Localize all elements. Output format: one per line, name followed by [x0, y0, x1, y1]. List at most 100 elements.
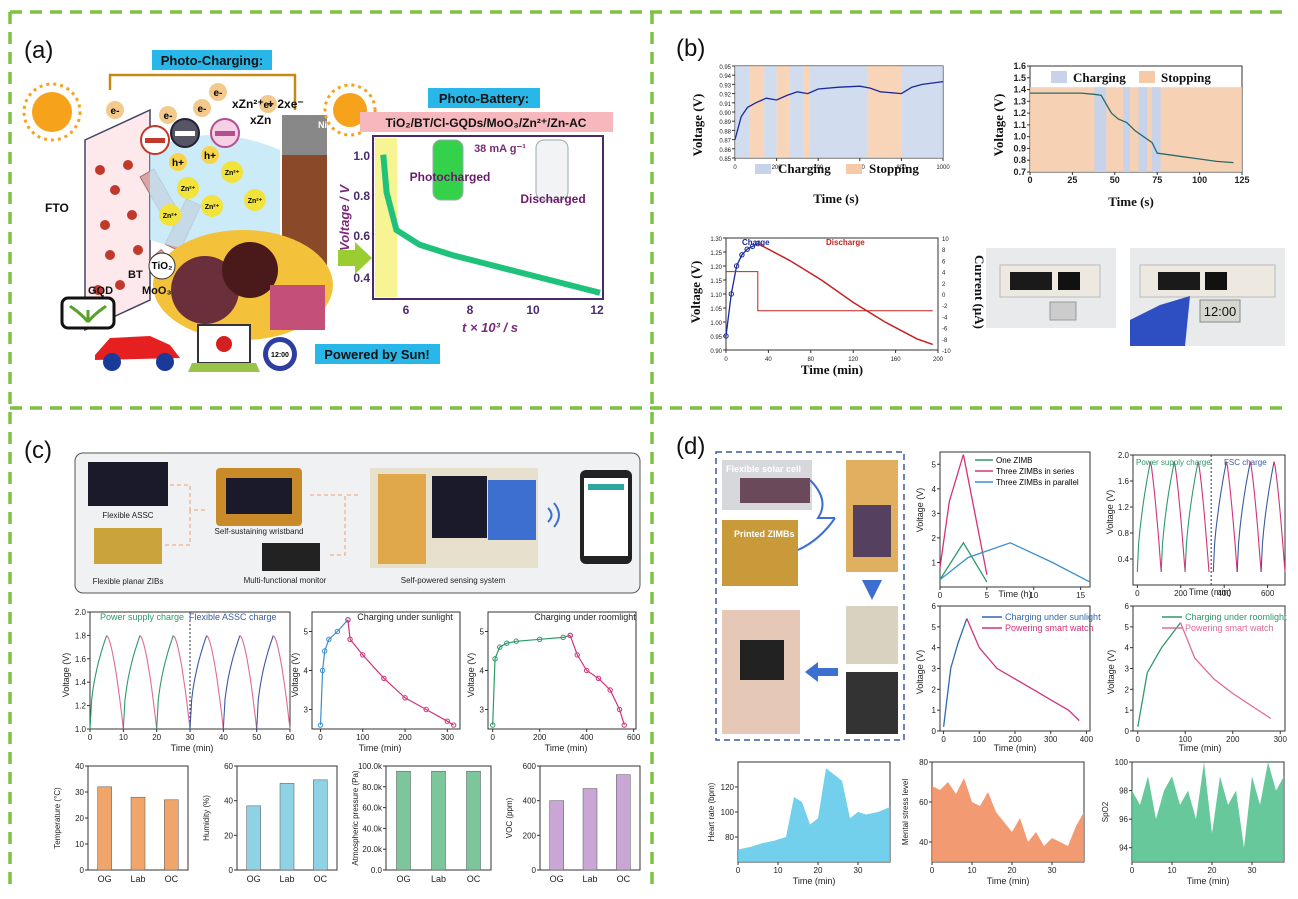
b-chart-1: 020040060080010000.850.860.870.880.890.9… [719, 65, 950, 171]
c-bar-voc: 0 200 400 600 OG Lab OC VOC (ppm) [505, 762, 641, 884]
svg-text:Three ZIMBs in parallel: Three ZIMBs in parallel [996, 478, 1079, 487]
b2-xtick-label: 100 [1192, 175, 1207, 185]
a-current-label: 38 mA g⁻¹ [474, 143, 526, 155]
c3-title: Charging under roomlight [534, 612, 636, 622]
d4-watch-line [1179, 622, 1272, 720]
d2-xlabel: Time (min) [1189, 587, 1232, 597]
c5-category-label: OG [247, 874, 261, 884]
b1-ytick-label: 0.94 [719, 74, 731, 80]
panel-label-c: (c) [24, 437, 52, 464]
b3-right-tick-label: 0 [942, 293, 946, 299]
b2-xtick-label: 0 [1027, 175, 1032, 185]
c3-frame [487, 611, 637, 730]
svg-text:Charging: Charging [778, 161, 831, 176]
c3-xtick-label: 400 [580, 733, 594, 742]
d1-legend: One ZIMB Three ZIMBs in series Three ZIM… [975, 456, 1079, 487]
b-chart-3: 0 40 80 120 160 2000.900.951.001.051.101.151.… [710, 237, 951, 363]
c2-charge-line [319, 619, 349, 726]
b1-band [809, 66, 869, 158]
band-diagram [140, 118, 240, 155]
d6-xtick-label: 30 [1048, 866, 1057, 875]
d6-ytick-label: 80 [919, 758, 928, 767]
c4-ytick-label: 20 [75, 814, 84, 823]
gqd-label: GQD [88, 285, 113, 297]
solar-cell-label: Flexible solar cell [726, 464, 801, 474]
c3-ylabel: Voltage (V) [466, 653, 476, 698]
b3-right-tick-label: -6 [942, 327, 948, 333]
d4-ytick-label: 3 [1125, 665, 1130, 674]
d4-xlabel: Time (min) [1179, 743, 1222, 753]
svg-text:6: 6 [403, 303, 410, 317]
d4-ytick-label: 6 [1125, 602, 1130, 611]
c-bar-humidity: 0 20 40 60 OG Lab OC Humidity (%) [202, 762, 338, 884]
c1-xtick-label: 60 [286, 733, 295, 742]
c2-charge-line-point [317, 722, 324, 728]
svg-text:e-: e- [214, 88, 223, 99]
c1-ylabel: Voltage (V) [61, 653, 71, 698]
d4-ylabel: Voltage (V) [1106, 650, 1116, 695]
c1-discharge-segment [239, 635, 258, 730]
b2-band [1138, 87, 1148, 172]
c1-power-supply-label: Power supply charge [100, 612, 184, 622]
c6-category-label: OC [467, 874, 481, 884]
svg-text:e-: e- [164, 111, 173, 122]
micrograph-right [270, 285, 325, 330]
c3-xtick-label: 0 [490, 733, 495, 742]
d1-ytick-label: 3 [932, 509, 937, 518]
b1-ytick-label: 0.93 [719, 83, 731, 89]
c2-ytick-label: 5 [304, 628, 309, 637]
b2-xlabel: Time (s) [1108, 194, 1154, 209]
b2-xtick-label: 50 [1110, 175, 1120, 185]
c2-discharge-line-point [423, 706, 429, 713]
circuit-wire [108, 73, 297, 110]
svg-text:Zn²⁺: Zn²⁺ [205, 204, 220, 211]
d4-xtick-label: 0 [1136, 735, 1141, 744]
c1-ytick-label: 2.0 [75, 608, 87, 617]
svg-text:Powering smart watch: Powering smart watch [1185, 623, 1274, 633]
d2-charge-segment [1236, 461, 1251, 573]
flow-arrow [338, 242, 372, 274]
c4-ytick-label: 30 [75, 788, 84, 797]
b2-xtick-label: 75 [1152, 175, 1162, 185]
c1-charge-segment [189, 635, 208, 730]
photocharged-cell [432, 139, 464, 201]
b1-band [749, 66, 765, 158]
c7-ytick-label: 0 [532, 866, 537, 875]
b1-ytick-label: 0.88 [719, 129, 731, 135]
svg-text:e-: e- [111, 106, 120, 117]
d6-area [932, 778, 1084, 862]
a-xlabel: t × 10³ / s [462, 320, 518, 335]
b1-ytick-label: 0.95 [719, 65, 731, 71]
c2-discharge-line-point [444, 718, 451, 724]
b1-band [735, 66, 750, 158]
b3-right-tick-label: 2 [942, 282, 946, 288]
photo-charging-banner [152, 50, 272, 70]
c6-ytick-label: 40.0k [362, 824, 383, 833]
d-chart-heart: 0 10 20 30 80 100 120 Heart rate (bpm) Time (min… [707, 761, 891, 886]
c2-xlabel: Time (min) [359, 743, 402, 753]
d4-xtick-label: 300 [1274, 735, 1288, 744]
b3-xtick-label: 40 [765, 357, 772, 363]
c2-discharge-line-point [360, 652, 366, 658]
c2-xtick-label: 300 [441, 733, 455, 742]
c3-charge-line-point [504, 640, 510, 646]
b1-ytick-label: 0.92 [719, 93, 731, 99]
moo3-label: MoO₃ [142, 285, 172, 297]
d1-xlabel: Time (h) [998, 589, 1031, 599]
c7-ylabel: VOC (ppm) [505, 797, 514, 838]
c1-discharge-segment [206, 635, 224, 730]
svg-text:Powering smart watch: Powering smart watch [1005, 623, 1094, 633]
c4-bar [164, 799, 179, 871]
c1-discharge-segment [272, 635, 291, 730]
b2-legend: Charging Stopping [1051, 70, 1211, 85]
b3-charge-label: Charge [742, 238, 770, 247]
c1-xtick-label: 30 [186, 733, 195, 742]
b1-band [789, 66, 804, 158]
wristband-label: Self-sustaining wristband [215, 527, 304, 536]
d7-ytick-label: 98 [1119, 787, 1128, 796]
c-bar-temperature: 0 10 20 30 40 OG Lab OC Temperature (°C) [53, 762, 189, 884]
c-chart-sunlight: 0 100 200 300 3 4 5 [304, 611, 461, 742]
b3-charge-line-point [739, 252, 745, 258]
c3-discharge-line [569, 635, 625, 726]
